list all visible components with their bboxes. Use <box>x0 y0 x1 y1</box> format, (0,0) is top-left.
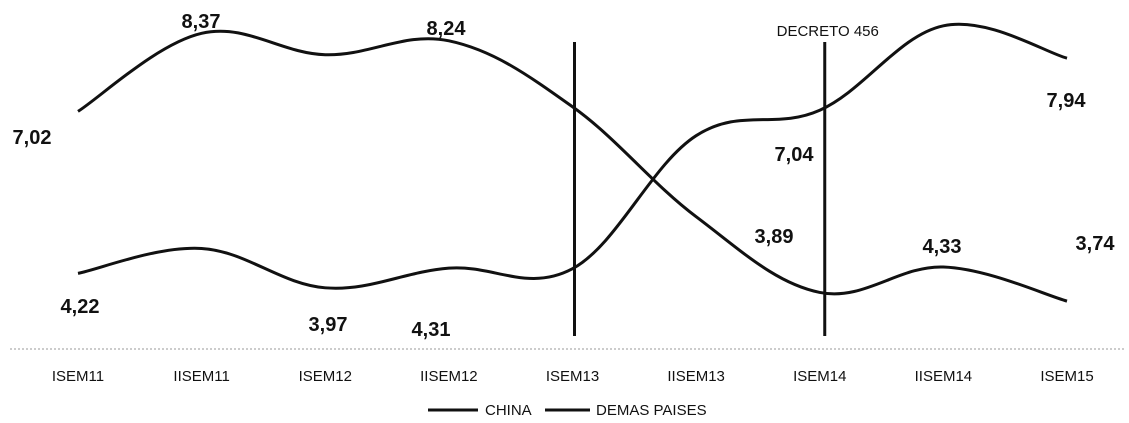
data-label-demas-paises: 3,74 <box>1076 233 1116 255</box>
x-tick-label: ISEM12 <box>299 368 352 385</box>
data-label-china: 4,31 <box>412 319 451 341</box>
data-label-demas-paises: 8,24 <box>427 18 467 40</box>
data-labels-layer: 4,22 3,97 4,31 7,04 7,94 7,02 8,37 8,24 3,89 4,33… <box>13 11 1116 341</box>
series-line-demas-paises <box>77 29 1068 303</box>
annotation-label: DECRETO 456 <box>777 23 879 40</box>
series-line-china <box>77 22 1068 290</box>
data-label-china: 4,22 <box>61 296 100 318</box>
x-tick-label: IISEM11 <box>173 368 229 385</box>
data-label-demas-paises: 3,89 <box>755 226 794 248</box>
x-tick-label: IISEM14 <box>915 368 973 385</box>
x-tick-label: IISEM12 <box>420 368 478 385</box>
x-tick-label: ISEM13 <box>546 368 599 385</box>
data-label-china: 7,94 <box>1047 90 1087 112</box>
x-tick-label: ISEM14 <box>793 368 846 385</box>
data-label-china: 3,97 <box>309 314 348 336</box>
x-tick-label: IISEM13 <box>667 368 725 385</box>
data-label-demas-paises: 4,33 <box>923 236 962 258</box>
legend-label-china: CHINA <box>485 402 532 419</box>
data-label-demas-paises: 8,37 <box>182 11 221 33</box>
data-label-demas-paises: 7,02 <box>13 127 52 149</box>
x-tick-label: ISEM15 <box>1040 368 1093 385</box>
legend-label-demas-paises: DEMAS PAISES <box>596 402 707 419</box>
annotation-layer: DECRETO 456 <box>573 23 879 336</box>
series-layer <box>77 22 1068 303</box>
x-tick-label: ISEM11 <box>52 368 104 385</box>
legend: CHINA DEMAS PAISES <box>428 402 707 419</box>
x-tick-labels: ISEM11 IISEM11 ISEM12 IISEM12 ISEM13 IISEM13 I… <box>52 368 1094 385</box>
data-label-china: 7,04 <box>775 144 815 166</box>
